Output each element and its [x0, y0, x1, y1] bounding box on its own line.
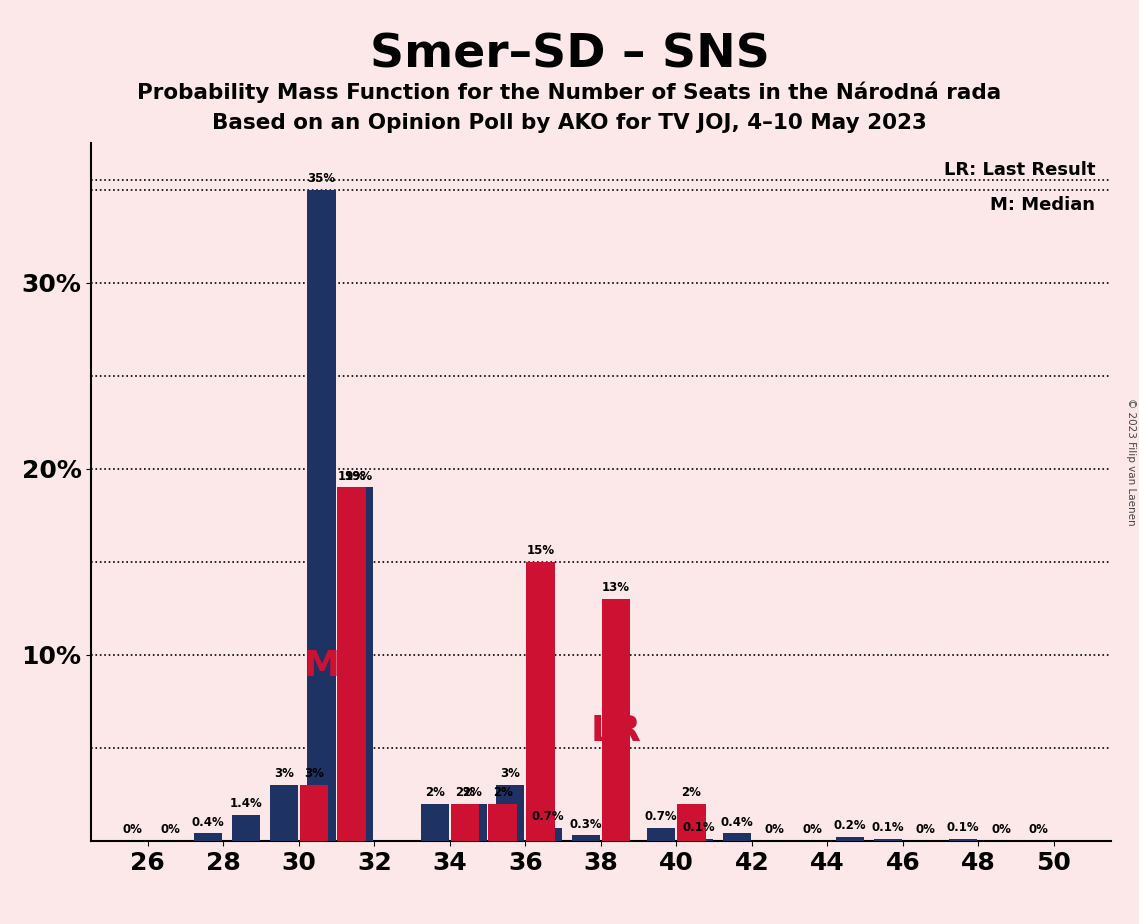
Bar	[308, 189, 336, 841]
Bar	[458, 804, 486, 841]
Bar	[526, 562, 555, 841]
Bar	[420, 804, 449, 841]
Text: Probability Mass Function for the Number of Seats in the Národná rada: Probability Mass Function for the Number…	[138, 81, 1001, 103]
Bar	[722, 833, 751, 841]
Text: 2%: 2%	[454, 786, 475, 799]
Text: 0.2%: 0.2%	[834, 820, 867, 833]
Text: 35%: 35%	[308, 172, 336, 185]
Bar	[601, 599, 630, 841]
Text: 3%: 3%	[304, 767, 323, 781]
Bar	[300, 785, 328, 841]
Bar	[345, 487, 374, 841]
Text: 0.7%: 0.7%	[532, 810, 564, 823]
Text: M: M	[303, 649, 339, 683]
Text: 0.4%: 0.4%	[720, 816, 753, 829]
Bar	[489, 804, 517, 841]
Bar	[337, 487, 366, 841]
Text: 2%: 2%	[425, 786, 444, 799]
Text: 0.1%: 0.1%	[947, 821, 980, 834]
Text: 2%: 2%	[462, 786, 483, 799]
Bar	[949, 839, 977, 841]
Text: © 2023 Filip van Laenen: © 2023 Filip van Laenen	[1126, 398, 1136, 526]
Text: 2%: 2%	[681, 786, 702, 799]
Text: Based on an Opinion Poll by AKO for TV JOJ, 4–10 May 2023: Based on an Opinion Poll by AKO for TV J…	[212, 113, 927, 133]
Bar	[685, 839, 713, 841]
Text: 0%: 0%	[764, 823, 785, 836]
Text: LR: Last Result: LR: Last Result	[944, 161, 1096, 178]
Text: 0%: 0%	[991, 823, 1011, 836]
Text: 0.1%: 0.1%	[682, 821, 715, 834]
Bar	[194, 833, 222, 841]
Text: 15%: 15%	[526, 544, 555, 557]
Text: 0%: 0%	[123, 823, 142, 836]
Bar	[534, 828, 563, 841]
Bar	[572, 835, 600, 841]
Text: 13%: 13%	[601, 581, 630, 594]
Text: 0.4%: 0.4%	[191, 816, 224, 829]
Bar	[678, 804, 705, 841]
Text: 19%: 19%	[337, 469, 366, 482]
Bar	[451, 804, 480, 841]
Bar	[231, 815, 260, 841]
Text: 0%: 0%	[1029, 823, 1049, 836]
Text: 1.4%: 1.4%	[230, 797, 262, 810]
Text: 3%: 3%	[500, 767, 521, 781]
Text: 0%: 0%	[802, 823, 822, 836]
Bar	[497, 785, 524, 841]
Text: 2%: 2%	[493, 786, 513, 799]
Text: LR: LR	[590, 714, 641, 748]
Text: M: Median: M: Median	[990, 196, 1096, 213]
Text: 0.7%: 0.7%	[645, 810, 678, 823]
Text: Smer–SD – SNS: Smer–SD – SNS	[369, 32, 770, 78]
Text: 0%: 0%	[916, 823, 935, 836]
Text: 0.3%: 0.3%	[570, 818, 603, 831]
Bar	[836, 837, 865, 841]
Bar	[647, 828, 675, 841]
Text: 3%: 3%	[273, 767, 294, 781]
Text: 19%: 19%	[345, 469, 374, 482]
Text: 0%: 0%	[161, 823, 180, 836]
Bar	[270, 785, 297, 841]
Text: 0.1%: 0.1%	[871, 821, 904, 834]
Bar	[874, 839, 902, 841]
